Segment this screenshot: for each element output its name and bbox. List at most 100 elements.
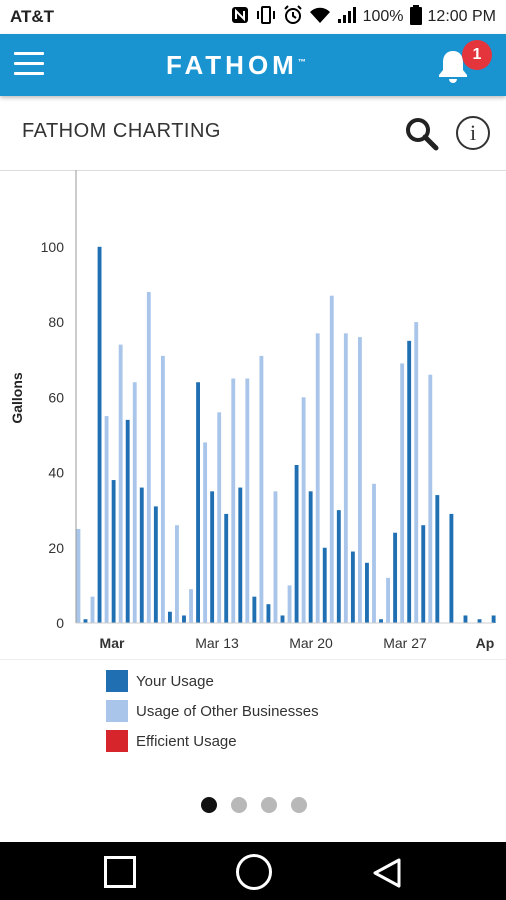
nfc-icon — [231, 6, 249, 29]
bar-your-usage[interactable] — [153, 506, 158, 623]
bar-your-usage[interactable] — [196, 382, 200, 623]
wifi-icon — [309, 6, 331, 29]
notification-badge[interactable]: 1 — [462, 40, 492, 70]
bar-your-usage[interactable] — [322, 547, 327, 623]
legend-label: Your Usage — [136, 672, 214, 690]
signal-icon — [337, 6, 357, 29]
bar-other-businesses[interactable] — [203, 442, 208, 623]
bar-other-businesses[interactable] — [287, 585, 292, 623]
bar-other-businesses[interactable] — [189, 589, 193, 623]
bar-other-businesses[interactable] — [400, 363, 405, 623]
bar-your-usage[interactable] — [477, 619, 482, 623]
bar-other-businesses[interactable] — [245, 378, 250, 623]
menu-icon[interactable] — [14, 52, 44, 76]
bar-other-businesses[interactable] — [132, 382, 137, 623]
usage-chart: 0 20 40 60 80 100 Mar Mar 13 Mar 20 Mar 27 Ap Gal… — [0, 170, 506, 660]
bar-your-usage[interactable] — [280, 615, 285, 623]
page-dot-4[interactable] — [291, 797, 307, 813]
bell-icon[interactable] — [436, 48, 470, 84]
page-title: FATHOM CHARTING — [22, 120, 221, 142]
legend-item-efficient-usage[interactable]: Efficient Usage — [106, 726, 319, 756]
bar-your-usage[interactable] — [393, 532, 398, 623]
bar-your-usage[interactable] — [407, 340, 412, 623]
bar-other-businesses[interactable] — [301, 397, 306, 623]
bar-other-businesses[interactable] — [175, 525, 179, 623]
bar-other-businesses[interactable] — [343, 333, 348, 623]
bar-your-usage[interactable] — [365, 562, 369, 623]
bar-your-usage[interactable] — [449, 513, 454, 623]
bar-your-usage[interactable] — [421, 525, 426, 623]
bar-your-usage[interactable] — [111, 480, 116, 623]
status-icons: 100% 12:00 PM — [231, 4, 496, 30]
bar-your-usage[interactable] — [294, 465, 299, 623]
vibrate-icon — [255, 5, 277, 29]
bar-other-businesses[interactable] — [118, 344, 123, 623]
bar-your-usage[interactable] — [350, 551, 355, 623]
y-tick-label: 100 — [41, 239, 65, 255]
bar-other-businesses[interactable] — [259, 355, 264, 623]
bar-your-usage[interactable] — [97, 246, 102, 624]
bar-other-businesses[interactable] — [217, 412, 222, 623]
battery-percent: 100% — [362, 8, 404, 25]
bar-your-usage[interactable] — [139, 487, 144, 623]
back-icon[interactable] — [372, 858, 402, 893]
bar-other-businesses[interactable] — [428, 374, 433, 623]
bar-your-usage[interactable] — [182, 615, 186, 623]
x-tick-label: Mar 20 — [289, 635, 333, 651]
bar-your-usage[interactable] — [491, 615, 496, 623]
fathom-logo: FATHOM™ — [166, 50, 306, 80]
bar-your-usage[interactable] — [224, 513, 229, 623]
home-icon[interactable] — [236, 854, 272, 890]
bar-your-usage[interactable] — [435, 495, 440, 623]
status-bar: AT&T 100% 12:00 PM — [0, 0, 506, 34]
bar-your-usage[interactable] — [336, 510, 341, 623]
carrier-label: AT&T — [10, 7, 55, 26]
alarm-icon — [283, 4, 303, 30]
legend-item-other-businesses[interactable]: Usage of Other Businesses — [106, 696, 319, 726]
bar-your-usage[interactable] — [252, 596, 257, 623]
x-tick-label: Mar — [100, 635, 125, 651]
bar-your-usage[interactable] — [210, 491, 215, 623]
bar-your-usage[interactable] — [463, 615, 468, 623]
bar-other-businesses[interactable] — [273, 491, 278, 623]
page-dot-3[interactable] — [261, 797, 277, 813]
info-glyph: i — [469, 120, 477, 145]
legend-swatch — [106, 700, 128, 722]
y-tick-label: 20 — [48, 540, 64, 556]
search-icon[interactable] — [404, 116, 440, 152]
bar-your-usage[interactable] — [266, 604, 271, 623]
legend-label: Efficient Usage — [136, 732, 237, 750]
bar-other-businesses[interactable] — [160, 355, 165, 623]
bar-other-businesses[interactable] — [146, 291, 151, 623]
bar-other-businesses[interactable] — [231, 378, 236, 623]
bar-your-usage[interactable] — [238, 487, 243, 623]
recent-apps-icon[interactable] — [104, 856, 136, 888]
page-dot-2[interactable] — [231, 797, 247, 813]
y-tick-label: 60 — [48, 389, 64, 405]
y-tick-label: 80 — [48, 314, 64, 330]
info-icon[interactable]: i — [456, 116, 490, 150]
bar-other-businesses[interactable] — [386, 577, 390, 623]
bar-other-businesses[interactable] — [315, 333, 320, 623]
bar-other-businesses[interactable] — [76, 528, 81, 623]
bar-your-usage[interactable] — [379, 619, 383, 623]
clock-time: 12:00 PM — [427, 8, 496, 25]
bar-your-usage[interactable] — [167, 611, 172, 623]
bar-your-usage[interactable] — [125, 419, 130, 623]
bar-your-usage[interactable] — [308, 491, 313, 623]
page-dot-1[interactable] — [201, 797, 217, 813]
app-bar: FATHOM™ — [0, 34, 506, 96]
bar-other-businesses[interactable] — [90, 596, 95, 623]
bar-other-businesses[interactable] — [357, 337, 362, 623]
x-tick-label: Mar 27 — [383, 635, 427, 651]
legend-item-your-usage[interactable]: Your Usage — [106, 666, 319, 696]
legend-swatch — [106, 670, 128, 692]
bar-other-businesses[interactable] — [414, 322, 419, 623]
sub-header: FATHOM CHARTING — [0, 96, 506, 171]
bar-other-businesses[interactable] — [329, 295, 334, 623]
legend-label: Usage of Other Businesses — [136, 702, 319, 720]
y-axis-label: Gallons — [9, 372, 25, 424]
bar-other-businesses[interactable] — [372, 483, 376, 623]
bar-your-usage[interactable] — [83, 619, 88, 623]
bar-other-businesses[interactable] — [104, 416, 109, 623]
